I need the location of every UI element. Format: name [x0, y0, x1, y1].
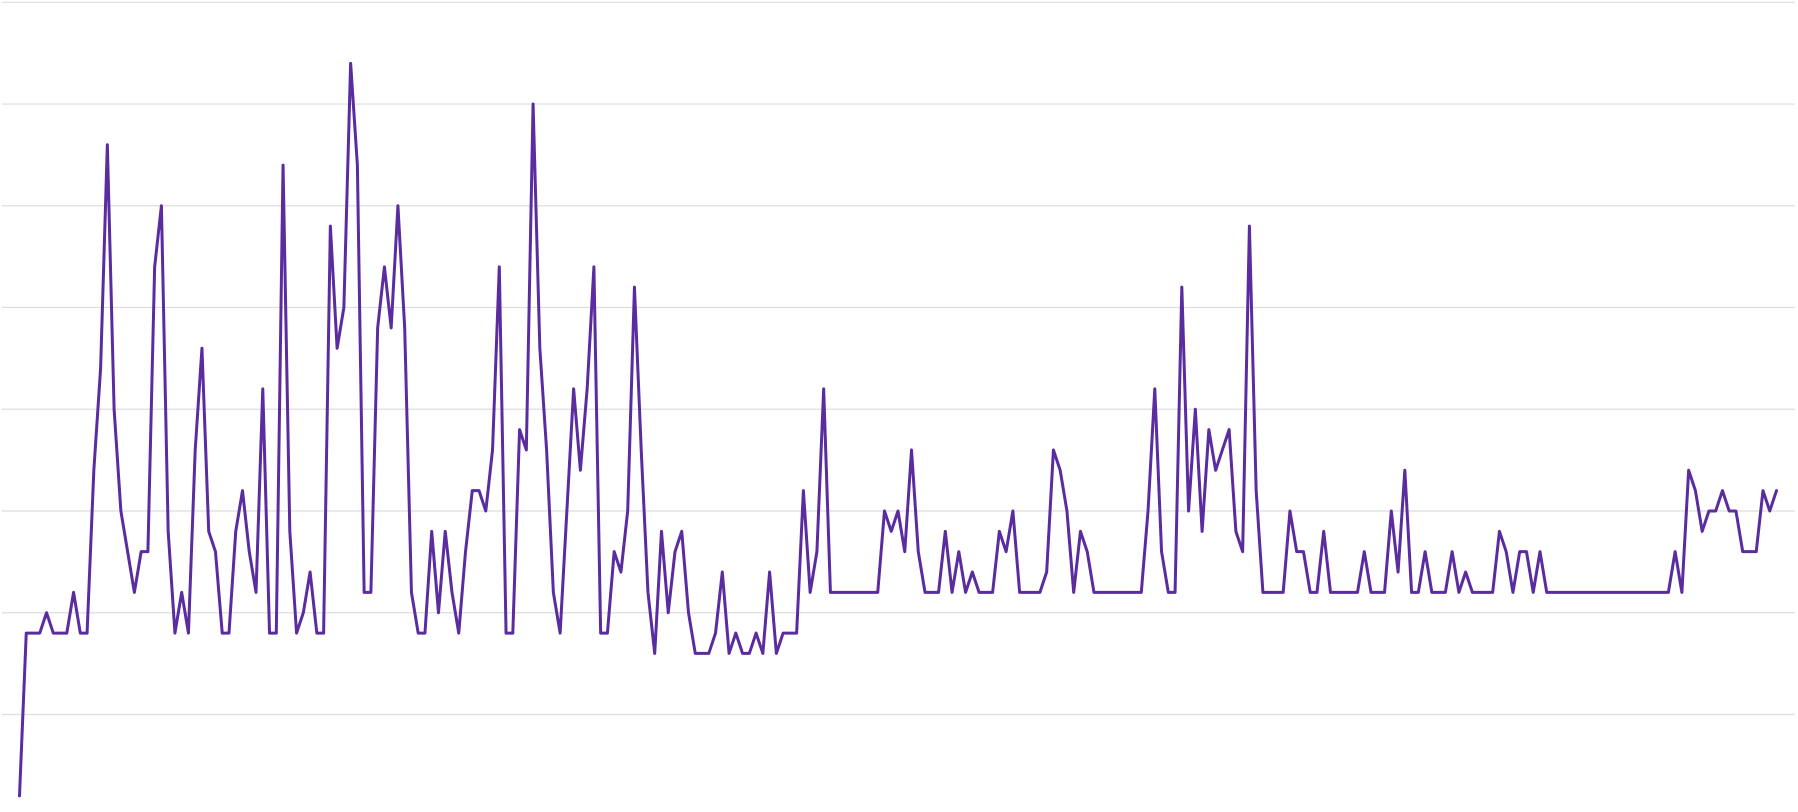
- data-line: [18, 61, 1778, 798]
